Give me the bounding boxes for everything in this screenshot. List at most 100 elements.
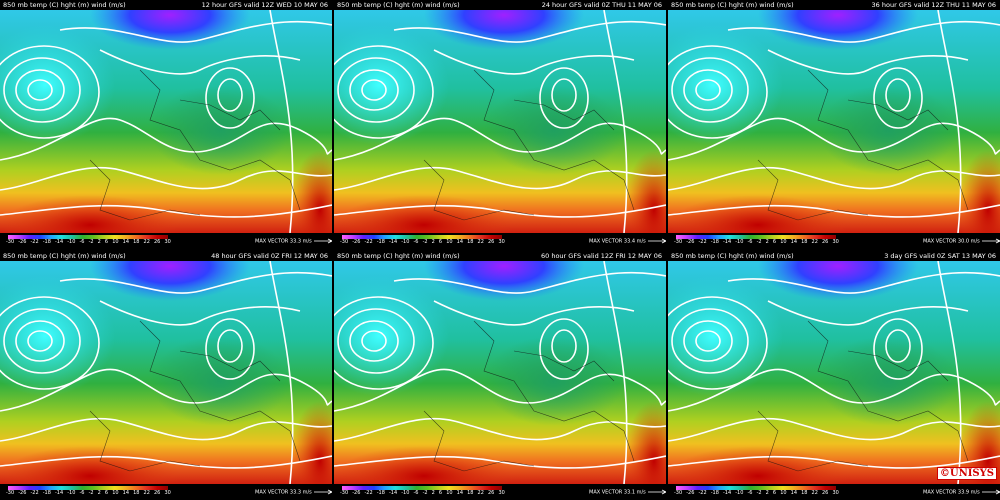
colorbar-label: 6 [438,490,443,496]
panel-header: 850 mb temp (C) hght (m) wind (m/s) 12 ho… [0,0,332,10]
colorbar-label: 2 [765,239,769,245]
vector-arrow [313,238,332,244]
colorbar-label: 14 [456,239,464,245]
panel-header: 850 mb temp (C) hght (m) wind (m/s) 48 ho… [0,251,332,261]
colorbar-label: 22 [477,490,484,496]
forecast-panel: 850 mb temp (C) hght (m) wind (m/s) 60 ho… [334,251,666,500]
panel-header: 850 mb temp (C) hght (m) wind (m/s) 24 ho… [334,0,666,10]
colorbar-label: -6 [79,239,85,245]
colorbar-label: -18 [42,239,51,245]
colorbar-label: 30 [832,239,839,245]
title-left: 850 mb temp (C) hght (m) wind (m/s) [3,1,126,9]
weather-map [0,261,332,484]
colorbar-label: -30 [340,239,349,245]
colorbar-label: -26 [18,490,27,496]
colorbar-label: -18 [710,490,719,496]
colorbar [676,486,836,490]
colorbar-label: -6 [79,490,85,496]
colorbar-label: -10 [67,239,76,245]
max-vector: MAX VECTOR 30.0 m/s [923,238,1000,245]
colorbar-label: 30 [164,490,171,496]
colorbar-label: 2 [431,490,435,496]
max-vector-label: MAX VECTOR [255,489,289,496]
colorbar-label: 14 [790,239,798,245]
colorbar-label: 22 [143,490,150,496]
weather-map [668,10,1000,233]
colorbar-label: -10 [67,490,76,496]
colorbar-label: -2 [88,239,94,245]
colorbar-label: -2 [422,490,428,496]
colorbar-label: 18 [801,239,808,245]
colorbar-label: -14 [55,490,64,496]
forecast-panel: 850 mb temp (C) hght (m) wind (m/s) 3 day… [668,251,1000,500]
colorbar-label: -22 [698,490,707,496]
colorbar-labels: -30 -26 -22 -18 -14 -10 -6 -2 2 6 10 14 18 22 26 30 [6,239,171,245]
colorbar-label: -18 [710,239,719,245]
colorbar-labels: -30 -26 -22 -18 -14 -10 -6 -2 2 6 10 14 18 22 26 30 [6,490,171,496]
max-vector-value: 33.9 m/s [957,489,980,496]
colorbar-label: 18 [133,490,140,496]
colorbar-label: -30 [674,490,683,496]
colorbar-label: 2 [97,239,101,245]
colorbar-label: 2 [431,239,435,245]
colorbar-label: 10 [446,239,453,245]
colorbar [8,235,168,239]
colorbar-label: -26 [352,490,361,496]
title-right: 3 day GFS valid 0Z SAT 13 MAY 06 [884,252,996,260]
colorbar-label: -2 [88,490,94,496]
logo: ©UNISYS [936,467,997,480]
colorbar-label: 6 [438,239,443,245]
colorbar-label: -22 [364,490,373,496]
colorbar-label: 22 [143,239,150,245]
colorbar-strip: -30 -26 -22 -18 -14 -10 -6 -2 2 6 10 14 18 22 26 30 MAX … [668,233,1000,249]
colorbar-label: 14 [456,490,464,496]
colorbar-labels: -30 -26 -22 -18 -14 -10 -6 -2 2 6 10 14 18 22 26 30 [340,490,505,496]
max-vector-label: MAX VECTOR [923,238,957,245]
max-vector-label: MAX VECTOR [923,489,957,496]
colorbar-label: 26 [488,490,495,496]
colorbar-label: -22 [30,239,39,245]
vector-arrow [313,489,332,495]
vector-arrow [647,238,666,244]
colorbar [676,235,836,239]
colorbar-label: 26 [154,490,161,496]
colorbar-label: 2 [765,490,769,496]
colorbar-label: 14 [122,490,130,496]
max-vector-value: 33.3 m/s [289,238,312,245]
colorbar-label: -10 [401,239,410,245]
weather-map [0,10,332,233]
max-vector-label: MAX VECTOR [589,238,623,245]
colorbar-label: 10 [780,490,787,496]
forecast-panel: 850 mb temp (C) hght (m) wind (m/s) 36 ho… [668,0,1000,249]
vector-arrow [981,489,1000,495]
max-vector: MAX VECTOR 33.3 m/s [255,489,332,496]
panel-header: 850 mb temp (C) hght (m) wind (m/s) 60 ho… [334,251,666,261]
colorbar-label: 18 [467,490,474,496]
colorbar-label: 30 [164,239,171,245]
weather-map [334,261,666,484]
colorbar-label: -18 [376,239,385,245]
colorbar-label: 10 [112,239,119,245]
colorbar-label: -10 [401,490,410,496]
weather-map [668,261,1000,484]
colorbar-labels: -30 -26 -22 -18 -14 -10 -6 -2 2 6 10 14 18 22 26 30 [340,239,505,245]
max-vector-value: 33.1 m/s [623,489,646,496]
vector-arrow [647,489,666,495]
max-vector-value: 30.0 m/s [957,238,980,245]
title-left: 850 mb temp (C) hght (m) wind (m/s) [671,252,794,260]
colorbar-label: -18 [376,490,385,496]
title-right: 12 hour GFS valid 12Z WED 10 MAY 06 [201,1,328,9]
colorbar-strip: -30 -26 -22 -18 -14 -10 -6 -2 2 6 10 14 18 22 26 30 MAX … [0,233,332,249]
max-vector: MAX VECTOR 33.3 m/s [255,238,332,245]
title-left: 850 mb temp (C) hght (m) wind (m/s) [337,252,460,260]
colorbar-label: -26 [352,239,361,245]
colorbar-label: 6 [772,490,777,496]
colorbar-label: 6 [104,490,109,496]
colorbar-label: -14 [723,490,732,496]
forecast-panel: 850 mb temp (C) hght (m) wind (m/s) 12 ho… [0,0,332,249]
colorbar-label: -14 [389,490,398,496]
max-vector: MAX VECTOR 33.1 m/s [589,489,666,496]
colorbar-label: -22 [698,239,707,245]
colorbar-label: -30 [6,490,15,496]
colorbar-strip: -30 -26 -22 -18 -14 -10 -6 -2 2 6 10 14 18 22 26 30 MAX … [0,484,332,500]
